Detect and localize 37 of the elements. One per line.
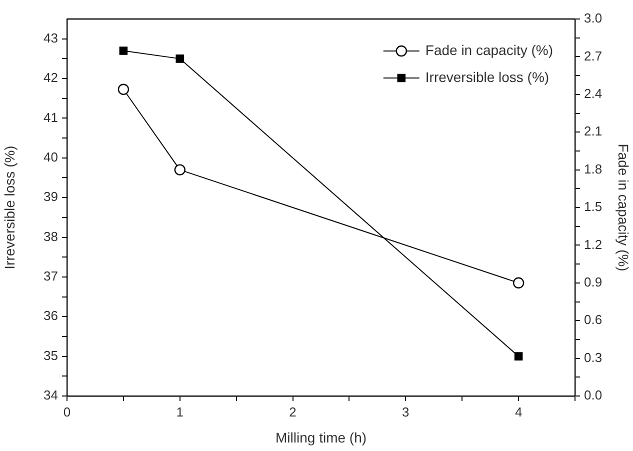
x-tick-label: 2 [289,404,296,420]
y-tick-label: 40 [44,149,58,164]
y-tick-label: 35 [44,348,58,363]
point [119,46,128,55]
y2-tick-label: 1.5 [584,199,602,214]
legend-label: Fade in capacity (%) [425,42,554,58]
x-tick-label: 0 [63,404,71,420]
point [176,54,184,63]
y2-tick-label: 2.4 [584,86,602,101]
x-tick-label: 4 [514,404,522,420]
x-tick-label: 1 [176,404,184,420]
y2-tick-label: 0.0 [584,388,602,403]
y2-axis-title: Fade in capacity (%) [616,144,632,272]
y-tick-label: 41 [44,110,58,125]
x-axis-title: Milling time (h) [275,429,367,446]
y2-tick-label: 2.7 [584,48,602,64]
point [118,84,130,95]
y-tick-label: 37 [44,268,58,284]
y2-tick-label: 1.2 [584,236,602,252]
y-tick-label: 34 [44,388,58,403]
y-tick-label: 42 [44,70,58,86]
y2-tick-label: 0.9 [584,274,602,290]
y2-tick-label: 2.1 [584,124,602,139]
legend-label: Irreversible loss (%) [425,68,550,85]
y2-tick-label: 0.3 [584,350,602,365]
point [512,277,524,288]
y2-tick-label: 1.8 [584,161,602,176]
point [514,352,523,360]
y-tick-label: 43 [44,30,58,46]
y2-tick-label: 3.0 [584,10,602,26]
x-tick-label: 3 [402,404,410,420]
y-tick-label: 36 [44,308,58,324]
point [174,164,186,176]
y-axis-title: Irreversible loss (%) [1,146,18,270]
y2-tick-label: 0.6 [584,312,602,328]
y-tick-label: 38 [44,228,58,244]
y-tick-label: 39 [44,189,58,204]
